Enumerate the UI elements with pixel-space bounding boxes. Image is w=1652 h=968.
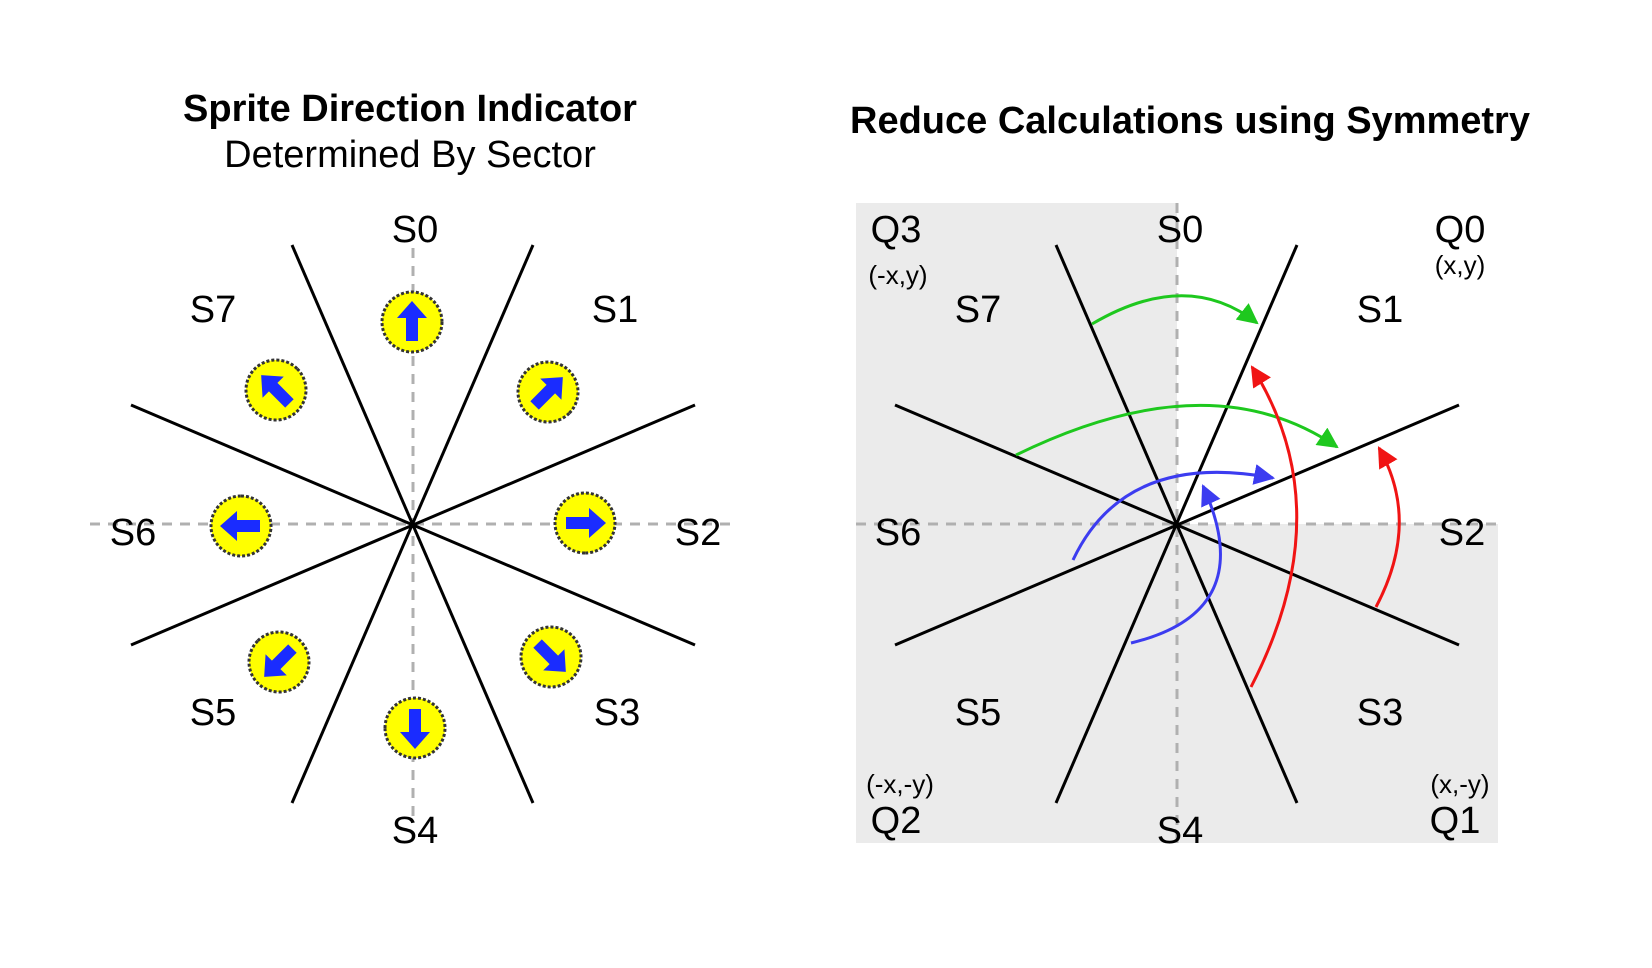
arrow-down-right-icon [519, 625, 583, 689]
arrow-left-icon [209, 494, 273, 558]
left-diagram: S0 S1 S2 S3 S4 S5 S6 S7 [90, 209, 735, 852]
sector-label-s3: S3 [594, 692, 640, 734]
sector-boundary-line [130, 403, 696, 647]
sector-label-s2: S2 [1439, 512, 1485, 554]
green-symmetry-arrow [1015, 403, 1339, 457]
sector-label-s6: S6 [875, 512, 921, 554]
right-panel-title: Reduce Calculations using Symmetry [850, 100, 1530, 142]
sector-label-s6: S6 [110, 512, 156, 554]
quadrant-coords-q1: (x,-y) [1430, 769, 1489, 799]
blue-symmetry-arrow [1130, 484, 1222, 645]
quadrant-label-q0: Q0 [1435, 209, 1486, 251]
red-symmetry-arrow [1374, 446, 1401, 608]
arrow-up-icon [380, 290, 444, 354]
red-symmetry-arrow [1249, 365, 1299, 688]
arrow-up-right-icon [516, 360, 580, 424]
arrow-down-left-icon [247, 630, 311, 694]
left-panel-title: Sprite Direction Indicator [183, 88, 637, 130]
blue-symmetry-arrow [1071, 464, 1276, 561]
arrow-down-icon [383, 696, 447, 760]
right-diagram: S0 S1 S2 S3 S4 S5 S6 S7 Q0 (x,y) (x,-y) … [856, 203, 1498, 852]
quadrant-label-q2: Q2 [871, 800, 922, 842]
quadrant-coords-q3: (-x,y) [868, 260, 927, 290]
shaded-region-bottom-right [1177, 524, 1498, 843]
arrow-right-icon [553, 491, 617, 555]
sector-label-s0: S0 [1157, 209, 1203, 251]
sector-boundary-line [894, 403, 1460, 647]
sector-label-s5: S5 [955, 692, 1001, 734]
quadrant-label-q1: Q1 [1430, 800, 1481, 842]
sector-label-s4: S4 [1157, 810, 1203, 852]
sector-label-s3: S3 [1357, 692, 1403, 734]
sector-label-s5: S5 [190, 692, 236, 734]
sector-label-s1: S1 [592, 289, 638, 331]
sector-label-s4: S4 [392, 810, 438, 852]
sector-label-s7: S7 [955, 289, 1001, 331]
sector-label-s2: S2 [675, 512, 721, 554]
green-symmetry-arrow [1091, 294, 1259, 326]
quadrant-coords-q2: (-x,-y) [866, 769, 934, 799]
sector-label-s1: S1 [1357, 289, 1403, 331]
quadrant-coords-q0: (x,y) [1435, 250, 1486, 280]
left-panel-subtitle: Determined By Sector [224, 134, 596, 176]
sector-label-s0: S0 [392, 209, 438, 251]
arrow-up-left-icon [244, 358, 308, 422]
quadrant-label-q3: Q3 [871, 209, 922, 251]
sector-label-s7: S7 [190, 289, 236, 331]
